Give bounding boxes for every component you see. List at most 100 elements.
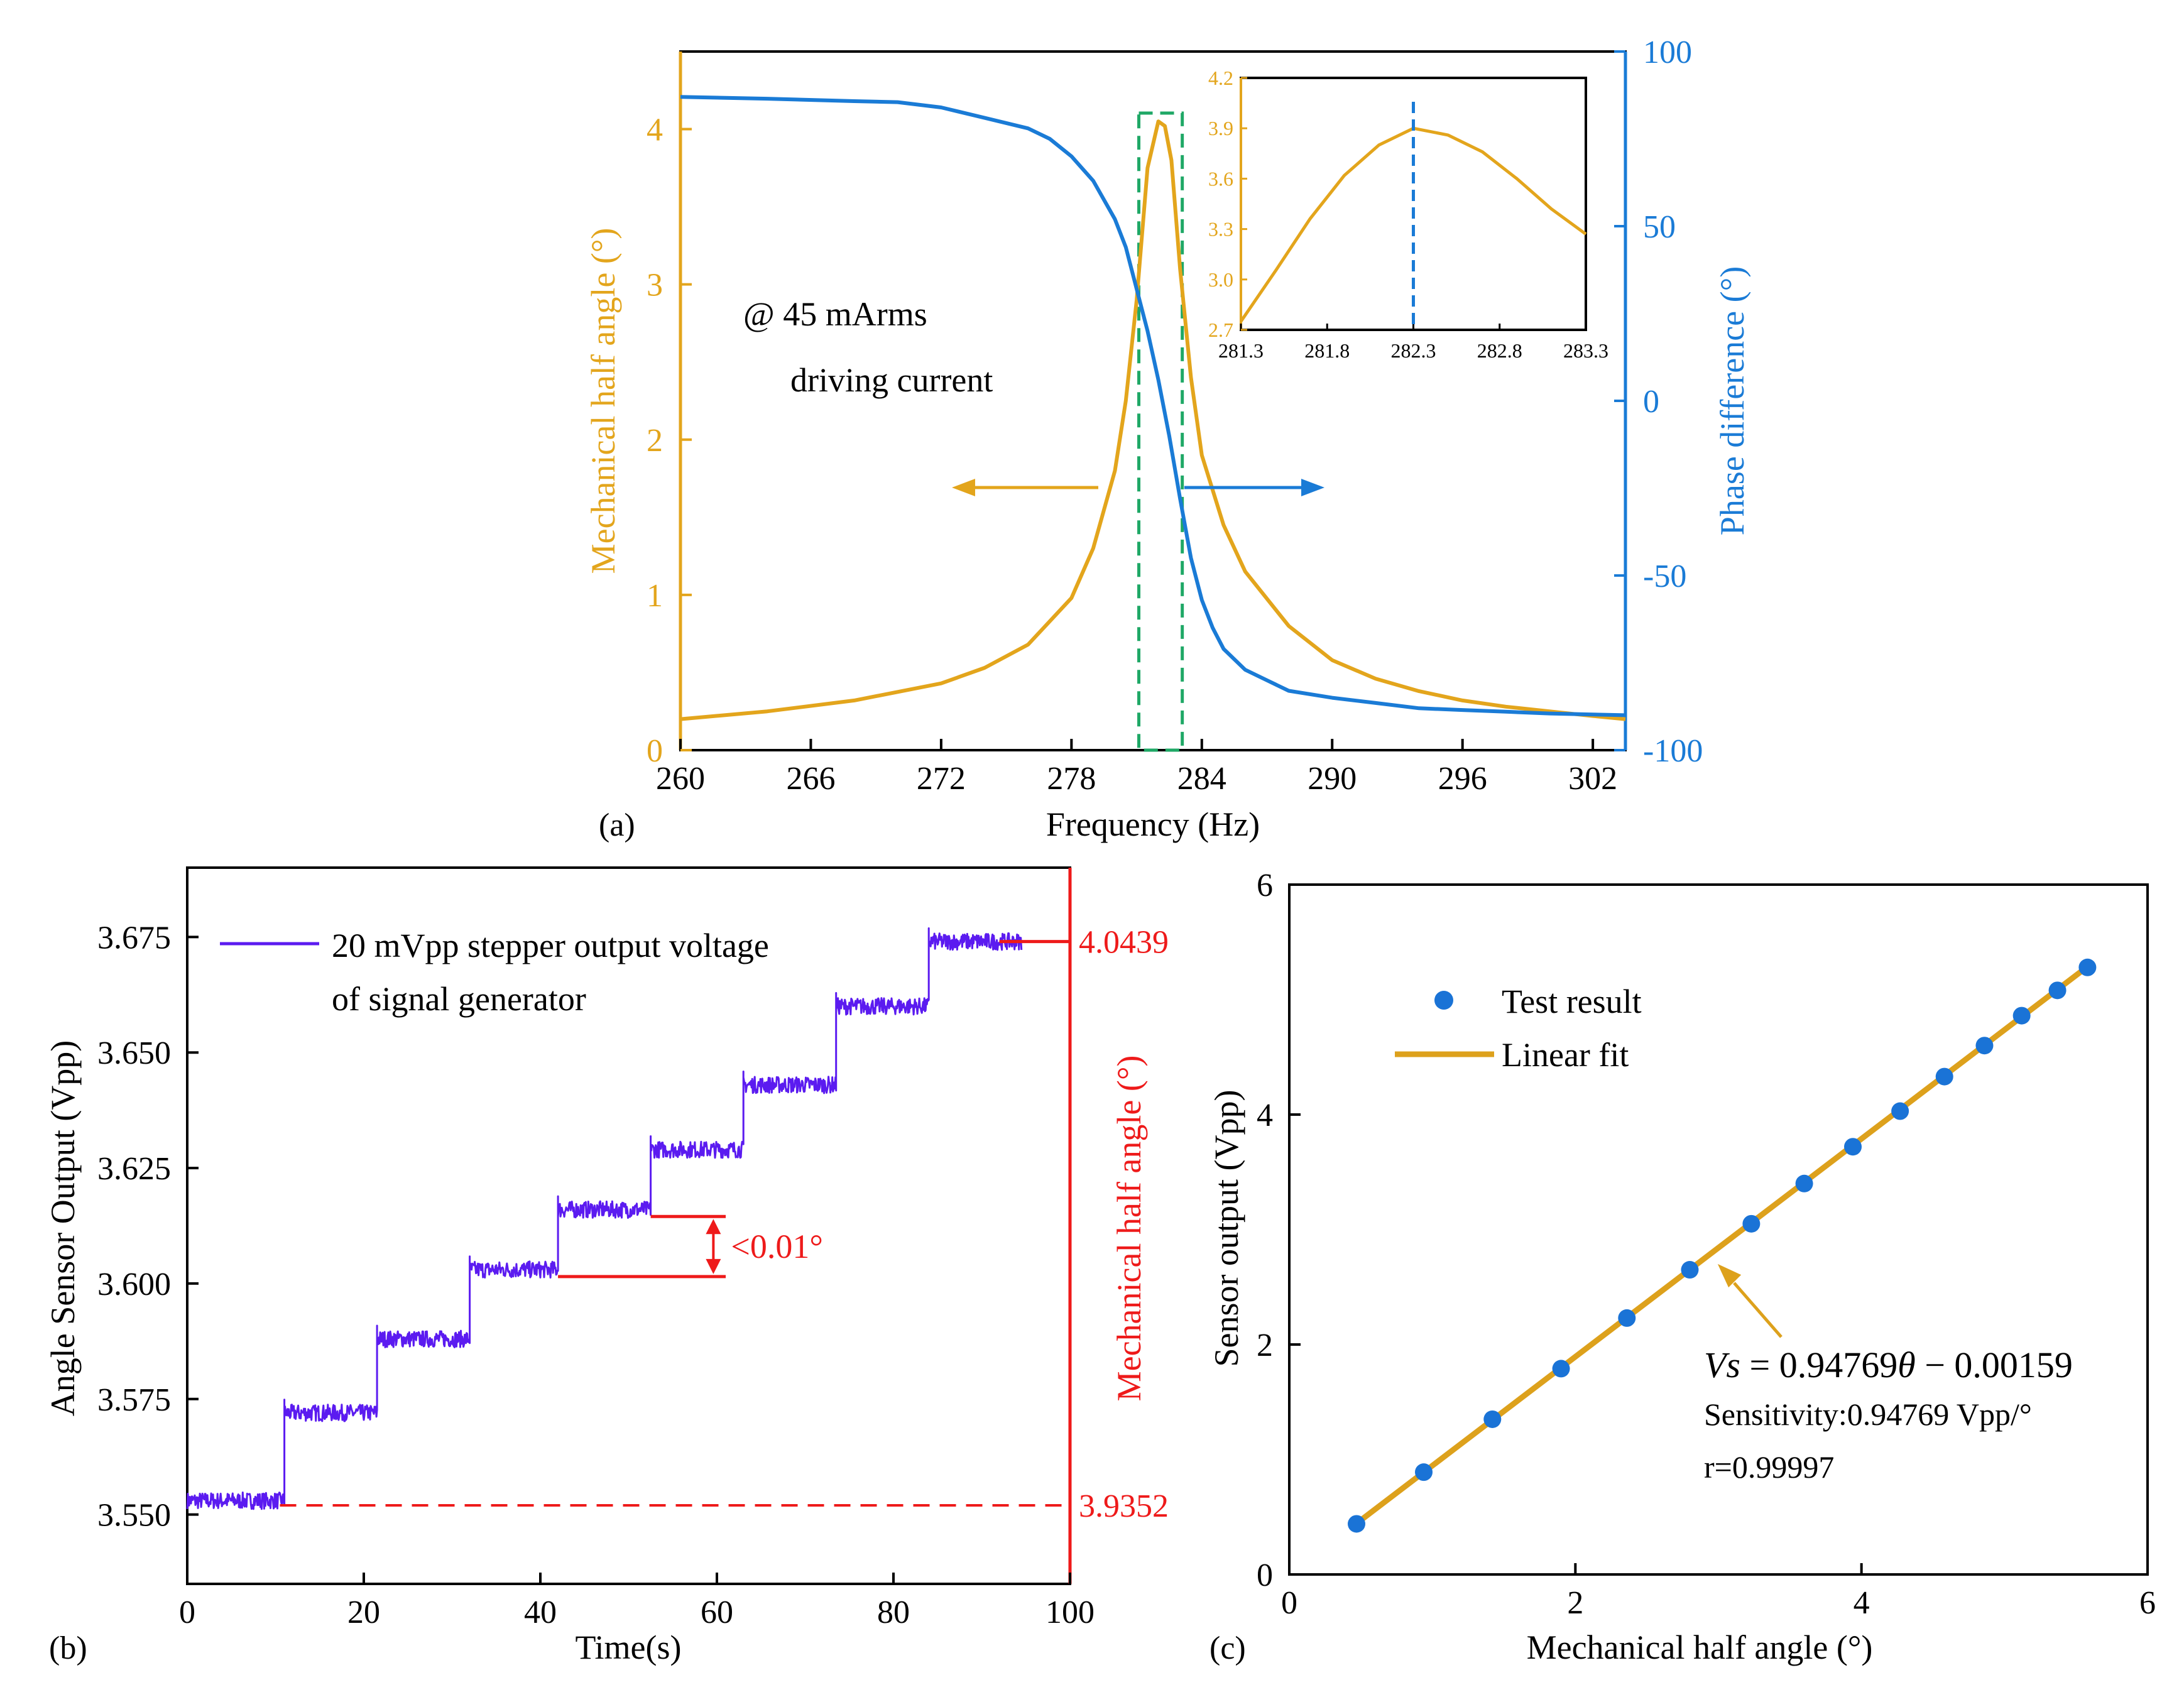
panel-c-r-value: r=0.99997	[1704, 1449, 1834, 1485]
panel-a-y-tick-label: 4	[647, 112, 663, 148]
panel-b-plot: 0 20 40 60 80 100 3.550 3.575 3.600 3.625 3.650 3.6…	[97, 868, 1169, 1630]
panel-c-data-point	[1844, 1138, 1862, 1156]
panel-c-data-point	[1415, 1463, 1433, 1481]
panel-c-data-point	[1681, 1261, 1699, 1279]
panel-a-inset-y-tick-label: 4.2	[1208, 67, 1233, 89]
panel-a-x-tick-label: 260	[656, 761, 705, 797]
panel-a-inset-y-tick-label: 3.3	[1208, 218, 1233, 241]
panel-a-inset-y-tick-label: 2.7	[1208, 319, 1233, 341]
panel-c-label: (c)	[1209, 1630, 1246, 1666]
panel-a-x-tick-label: 290	[1308, 761, 1357, 797]
panel-a-y-tick-label: 1	[647, 578, 663, 614]
panel-c-x-tick-label: 2	[1567, 1585, 1583, 1621]
panel-b-delta-arrow-head-up	[706, 1219, 721, 1235]
panel-c-x-tick-label: 6	[2139, 1585, 2156, 1621]
panel-c-legend-points-label: Test result	[1502, 983, 1642, 1020]
panel-c-data-point	[1483, 1410, 1502, 1428]
panel-a-y2-axis-label: Phase difference (°)	[1713, 266, 1751, 535]
panel-b: 0 20 40 60 80 100 3.550 3.575 3.600 3.625 3.650 3.6…	[44, 866, 1169, 1666]
panel-b-y-axis-label: Angle Sensor Output (Vpp)	[44, 1040, 82, 1416]
panel-a-inset: 281.3 281.8 282.3 282.8 283.3 2.7 3.0 3.3 3.6 3.9…	[1208, 67, 1608, 362]
panel-c-y-axis-label: Sensor output (Vpp)	[1208, 1090, 1245, 1367]
panel-a-x-tick-label: 266	[786, 761, 835, 797]
panel-b-delta-arrow-head-down	[706, 1258, 721, 1274]
panel-a-y-tick-label: 2	[647, 423, 663, 459]
panel-c-legend-fit-label: Linear fit	[1502, 1036, 1629, 1074]
panel-a-inset-frame	[1240, 77, 1587, 331]
panel-c-x-tick-label: 0	[1281, 1585, 1297, 1621]
panel-c-legend-point-marker	[1434, 991, 1453, 1010]
panel-a-x-tick-label: 278	[1047, 761, 1096, 797]
panel-b-x-tick-label: 60	[701, 1595, 733, 1630]
panel-a-left-arrow-head	[952, 479, 975, 496]
panel-a-y-tick-label: 3	[647, 268, 663, 303]
panel-c-annotation-arrow-head	[1717, 1263, 1742, 1288]
panel-b-label: (b)	[49, 1630, 87, 1666]
panel-c-x-axis-label: Mechanical half angle (°)	[1527, 1628, 1873, 1666]
panel-a-annotation-line1: @ 45 mArms	[743, 295, 927, 333]
panel-b-y-tick-label: 3.575	[97, 1382, 171, 1418]
panel-b-y-tick-label: 3.600	[97, 1267, 171, 1302]
panel-b-y-tick-label: 3.650	[97, 1035, 171, 1071]
panel-c-x-tick-label: 4	[1854, 1585, 1870, 1621]
panel-c-data-point	[2012, 1006, 2031, 1025]
panel-a-y2-tick-label: 0	[1643, 384, 1659, 420]
panel-b-high-reference-label: 4.0439	[1079, 925, 1169, 961]
panel-c-data-point	[2048, 981, 2067, 1000]
panel-b-y-tick-label: 3.675	[97, 920, 171, 956]
panel-a-y-axis-label: Mechanical half angle (°)	[584, 228, 622, 574]
panel-a-annotation-line2: driving current	[790, 361, 993, 399]
panel-a-x-tick-label: 302	[1568, 761, 1617, 797]
panel-b-x-tick-label: 100	[1046, 1595, 1095, 1630]
panel-a-inset-x-tick-label: 281.3	[1218, 339, 1264, 362]
panel-b-y2-axis-label: Mechanical half angle (°)	[1110, 1056, 1148, 1402]
panel-c: 0 2 4 6 0 2 4 6 Mechanical half angle (°) Senso…	[1208, 868, 2156, 1666]
panel-b-x-tick-label: 80	[877, 1595, 910, 1630]
panel-c-data-point	[1975, 1037, 1994, 1055]
panel-c-y-tick-label: 0	[1257, 1557, 1273, 1593]
panel-a-y2-tick-label: -50	[1643, 559, 1686, 594]
panel-c-fit-equation: Vs = 0.94769θ − 0.00159	[1704, 1345, 2073, 1385]
panel-a-inset-x-tick-label: 283.3	[1563, 339, 1608, 362]
panel-a-inset-y-tick-label: 3.6	[1208, 167, 1233, 190]
panel-c-y-tick-label: 2	[1257, 1328, 1273, 1363]
panel-a-inset-y-tick-label: 3.0	[1208, 268, 1233, 291]
panel-a-inset-x-tick-label: 281.8	[1304, 339, 1350, 362]
panel-a-plot: 260 266 272 278 284 290 296 302 0 1 2 3 4 -100 -50 0 50 1…	[647, 35, 1703, 797]
panel-a-x-tick-label: 296	[1438, 761, 1487, 797]
panel-a-inset-x-tick-label: 282.3	[1391, 339, 1436, 362]
panel-c-data-point	[1891, 1102, 1909, 1120]
panel-c-plot: 0 2 4 6 0 2 4 6	[1257, 868, 2156, 1621]
panel-a-y2-tick-label: 50	[1643, 209, 1676, 245]
panel-c-sensitivity: Sensitivity:0.94769 Vpp/°	[1704, 1397, 2032, 1432]
panel-b-low-reference-label: 3.9352	[1079, 1488, 1169, 1524]
panel-c-y-tick-label: 6	[1257, 868, 1273, 903]
panel-c-y-tick-label: 4	[1257, 1098, 1273, 1133]
panel-a-inset-y-tick-label: 3.9	[1208, 117, 1233, 139]
panel-a-y2-tick-label: 100	[1643, 35, 1692, 70]
panel-a-x-axis-label: Frequency (Hz)	[1046, 805, 1260, 843]
panel-c-data-point	[1742, 1214, 1761, 1233]
panel-a-y-tick-label: 0	[647, 733, 663, 769]
panel-c-data-point	[1795, 1174, 1813, 1192]
panel-c-data-point	[2078, 958, 2097, 976]
panel-c-fit-line	[1353, 964, 2090, 1527]
panel-a-x-tick-label: 272	[917, 761, 966, 797]
panel-a: 260 266 272 278 284 290 296 302 0 1 2 3 4 -100 -50 0 50 1…	[584, 35, 1751, 843]
panel-a-right-arrow-head	[1301, 479, 1324, 496]
panel-a-amplitude-line	[680, 119, 1626, 721]
panel-c-data-point	[1552, 1360, 1570, 1378]
panel-b-x-tick-label: 20	[347, 1595, 380, 1630]
panel-a-inset-plot: 281.3 281.8 282.3 282.8 283.3 2.7 3.0 3.3 3.6 3.9…	[1208, 67, 1608, 362]
panel-b-y-tick-label: 3.625	[97, 1151, 171, 1187]
panel-a-inset-x-tick-label: 282.8	[1477, 339, 1522, 362]
panel-b-x-tick-label: 0	[179, 1595, 195, 1630]
panel-c-equation-rhs: − 0.00159	[1916, 1345, 2073, 1385]
panel-c-equation-theta: θ	[1897, 1345, 1916, 1385]
panel-c-annotation-arrow-shaft	[1733, 1282, 1783, 1338]
panel-a-phase-line	[680, 95, 1626, 717]
panel-b-delta-label: <0.01°	[731, 1228, 823, 1265]
panel-b-step-signal	[186, 927, 1023, 1510]
panel-c-frame	[1288, 883, 2149, 1576]
